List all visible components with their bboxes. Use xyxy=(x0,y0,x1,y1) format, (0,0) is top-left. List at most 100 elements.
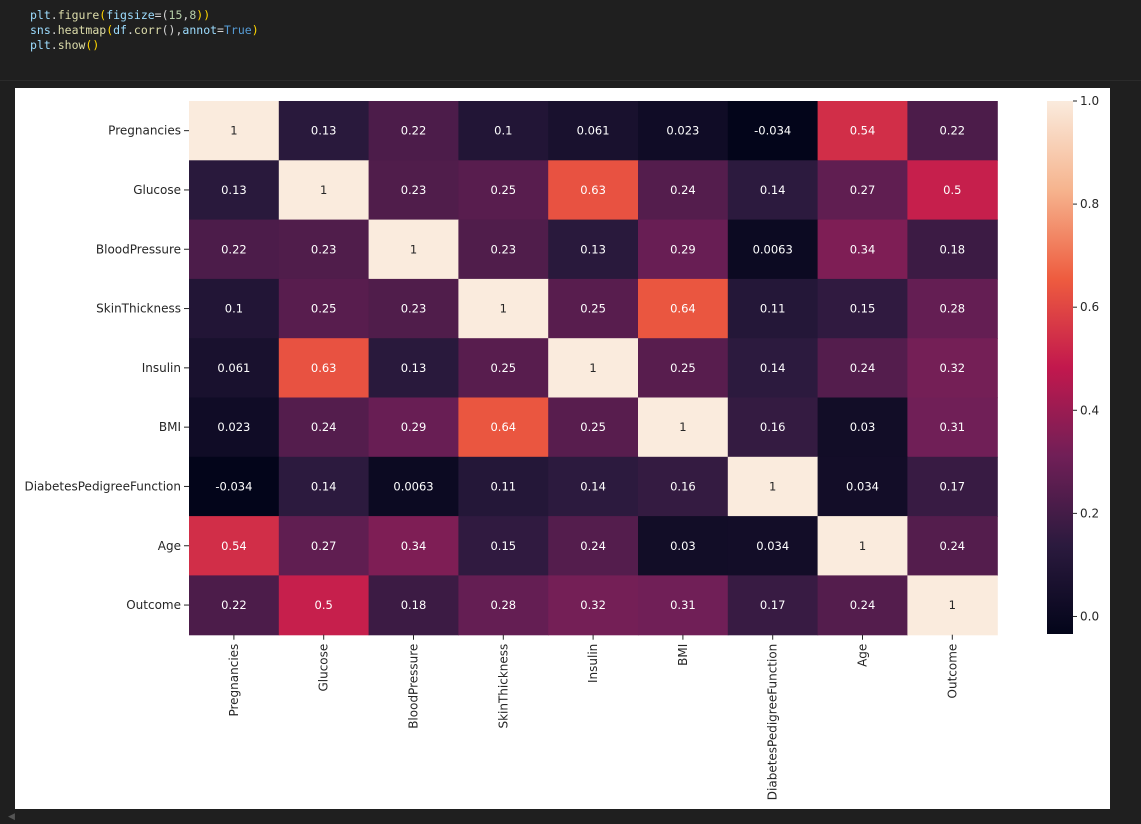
y-tick-label: DiabetesPedigreeFunction xyxy=(24,479,181,493)
code-token: . xyxy=(50,38,58,52)
cell-value-label: 0.24 xyxy=(850,361,876,375)
colorbar-tick-label: 0.2 xyxy=(1080,506,1099,520)
code-token: True xyxy=(223,23,252,37)
heatmap-cell xyxy=(189,219,280,280)
heatmap-cell xyxy=(817,219,908,280)
code-token: corr xyxy=(133,23,162,37)
x-tick-label: BloodPressure xyxy=(407,644,421,729)
cell-value-label: 0.34 xyxy=(401,539,427,553)
cell-value-label: 1 xyxy=(769,479,776,493)
code-token: ( xyxy=(106,23,114,37)
cell-value-label: 0.34 xyxy=(850,242,876,256)
cell-value-label: 0.25 xyxy=(490,361,516,375)
code-token: )) xyxy=(196,8,211,22)
heatmap-cell xyxy=(189,338,280,399)
cell-value-label: 0.22 xyxy=(939,124,965,138)
heatmap-cell xyxy=(907,516,998,576)
heatmap-cell xyxy=(278,456,370,517)
cell-value-label: 0.27 xyxy=(850,183,876,197)
code-token: heatmap xyxy=(57,23,107,37)
scroll-arrow-icon[interactable]: ◀ xyxy=(8,812,15,822)
heatmap-cell xyxy=(727,278,819,339)
cell-value-label: 0.63 xyxy=(311,361,337,375)
cell-value-label: 0.32 xyxy=(580,598,606,612)
x-tick-label: Pregnancies xyxy=(227,644,241,717)
cell-value-label: 0.54 xyxy=(850,124,876,138)
heatmap-cell xyxy=(727,160,819,221)
cell-value-label: 1 xyxy=(500,302,507,316)
cell-value-label: 0.023 xyxy=(217,420,250,434)
code-token: show xyxy=(57,38,86,52)
cell-value-label: 0.25 xyxy=(580,302,606,316)
code-token: =( xyxy=(154,8,169,22)
cell-value-label: 0.0063 xyxy=(753,242,793,256)
x-tick-label: Outcome xyxy=(945,644,959,699)
cell-value-label: 0.25 xyxy=(490,183,516,197)
cell-value-label: 0.31 xyxy=(939,420,965,434)
heatmap-cell xyxy=(368,219,459,280)
colorbar-tick-label: 0.6 xyxy=(1080,300,1099,314)
cell-value-label: 0.29 xyxy=(670,242,696,256)
cell-divider xyxy=(0,80,1141,81)
cell-value-label: 1 xyxy=(320,183,327,197)
heatmap-cell xyxy=(189,456,280,517)
heatmap-cell xyxy=(189,575,280,636)
x-tick-label: Insulin xyxy=(586,644,600,683)
heatmap-cell xyxy=(817,160,908,221)
heatmap-cell xyxy=(458,160,549,221)
code-line: sns.heatmap(df.corr(),annot=True) xyxy=(30,23,259,37)
heatmap-cell xyxy=(278,160,370,221)
code-token: = xyxy=(217,23,224,37)
cell-value-label: 0.14 xyxy=(580,479,606,493)
cell-value-label: 0.32 xyxy=(939,361,965,375)
cell-value-label: 0.03 xyxy=(850,420,876,434)
cell-value-label: 0.64 xyxy=(490,420,516,434)
heatmap-cell xyxy=(278,338,370,399)
code-token: ( xyxy=(99,8,107,22)
heatmap-cell xyxy=(638,338,729,399)
heatmap-cell xyxy=(548,456,639,517)
cell-value-label: -0.034 xyxy=(215,479,252,493)
x-tick-label: DiabetesPedigreeFunction xyxy=(766,644,780,801)
heatmap-cell xyxy=(458,338,549,399)
heatmap-cell xyxy=(278,516,370,576)
cell-value-label: 0.31 xyxy=(670,598,696,612)
cell-value-label: -0.034 xyxy=(754,124,791,138)
cell-value-label: 0.14 xyxy=(311,479,337,493)
cell-value-label: 0.54 xyxy=(221,539,247,553)
heatmap-cell xyxy=(368,278,459,339)
code-cell[interactable]: plt.figure(figsize=(15,8)) sns.heatmap(df… xyxy=(0,0,1141,80)
heatmap-cell xyxy=(727,575,819,636)
cell-value-label: 0.29 xyxy=(401,420,427,434)
cell-value-label: 0.13 xyxy=(311,124,337,138)
heatmap-cell xyxy=(727,456,819,517)
heatmap-cell xyxy=(638,278,729,339)
cell-value-label: 1 xyxy=(859,539,866,553)
x-tick-label: Glucose xyxy=(317,644,331,692)
y-tick-label: BMI xyxy=(159,420,181,434)
y-tick-label: Outcome xyxy=(126,598,181,612)
colorbar-tick-label: 0.8 xyxy=(1080,197,1099,211)
colorbar xyxy=(1047,101,1073,634)
cell-value-label: 0.034 xyxy=(846,479,879,493)
cell-value-label: 0.13 xyxy=(580,242,606,256)
heatmap-cell xyxy=(368,397,459,458)
y-tick-label: SkinThickness xyxy=(96,302,181,316)
heatmap-cell xyxy=(189,160,280,221)
heatmap-cell xyxy=(548,278,639,339)
heatmap-cell xyxy=(638,456,729,517)
cell-value-label: 0.17 xyxy=(939,479,965,493)
heatmap-cell xyxy=(278,575,370,636)
heatmap-cell xyxy=(278,101,370,161)
cell-value-label: 0.22 xyxy=(221,242,247,256)
heatmap-cell xyxy=(548,575,639,636)
cell-value-label: 1 xyxy=(589,361,596,375)
heatmap-cell xyxy=(907,160,998,221)
heatmap-cell xyxy=(817,397,908,458)
colorbar-tick-label: 0.4 xyxy=(1080,403,1099,417)
heatmap-cell xyxy=(458,101,549,161)
heatmap-cell xyxy=(727,101,819,161)
heatmap-cell xyxy=(548,160,639,221)
colorbar-tick-label: 1.0 xyxy=(1080,94,1099,108)
cell-value-label: 0.5 xyxy=(943,183,961,197)
